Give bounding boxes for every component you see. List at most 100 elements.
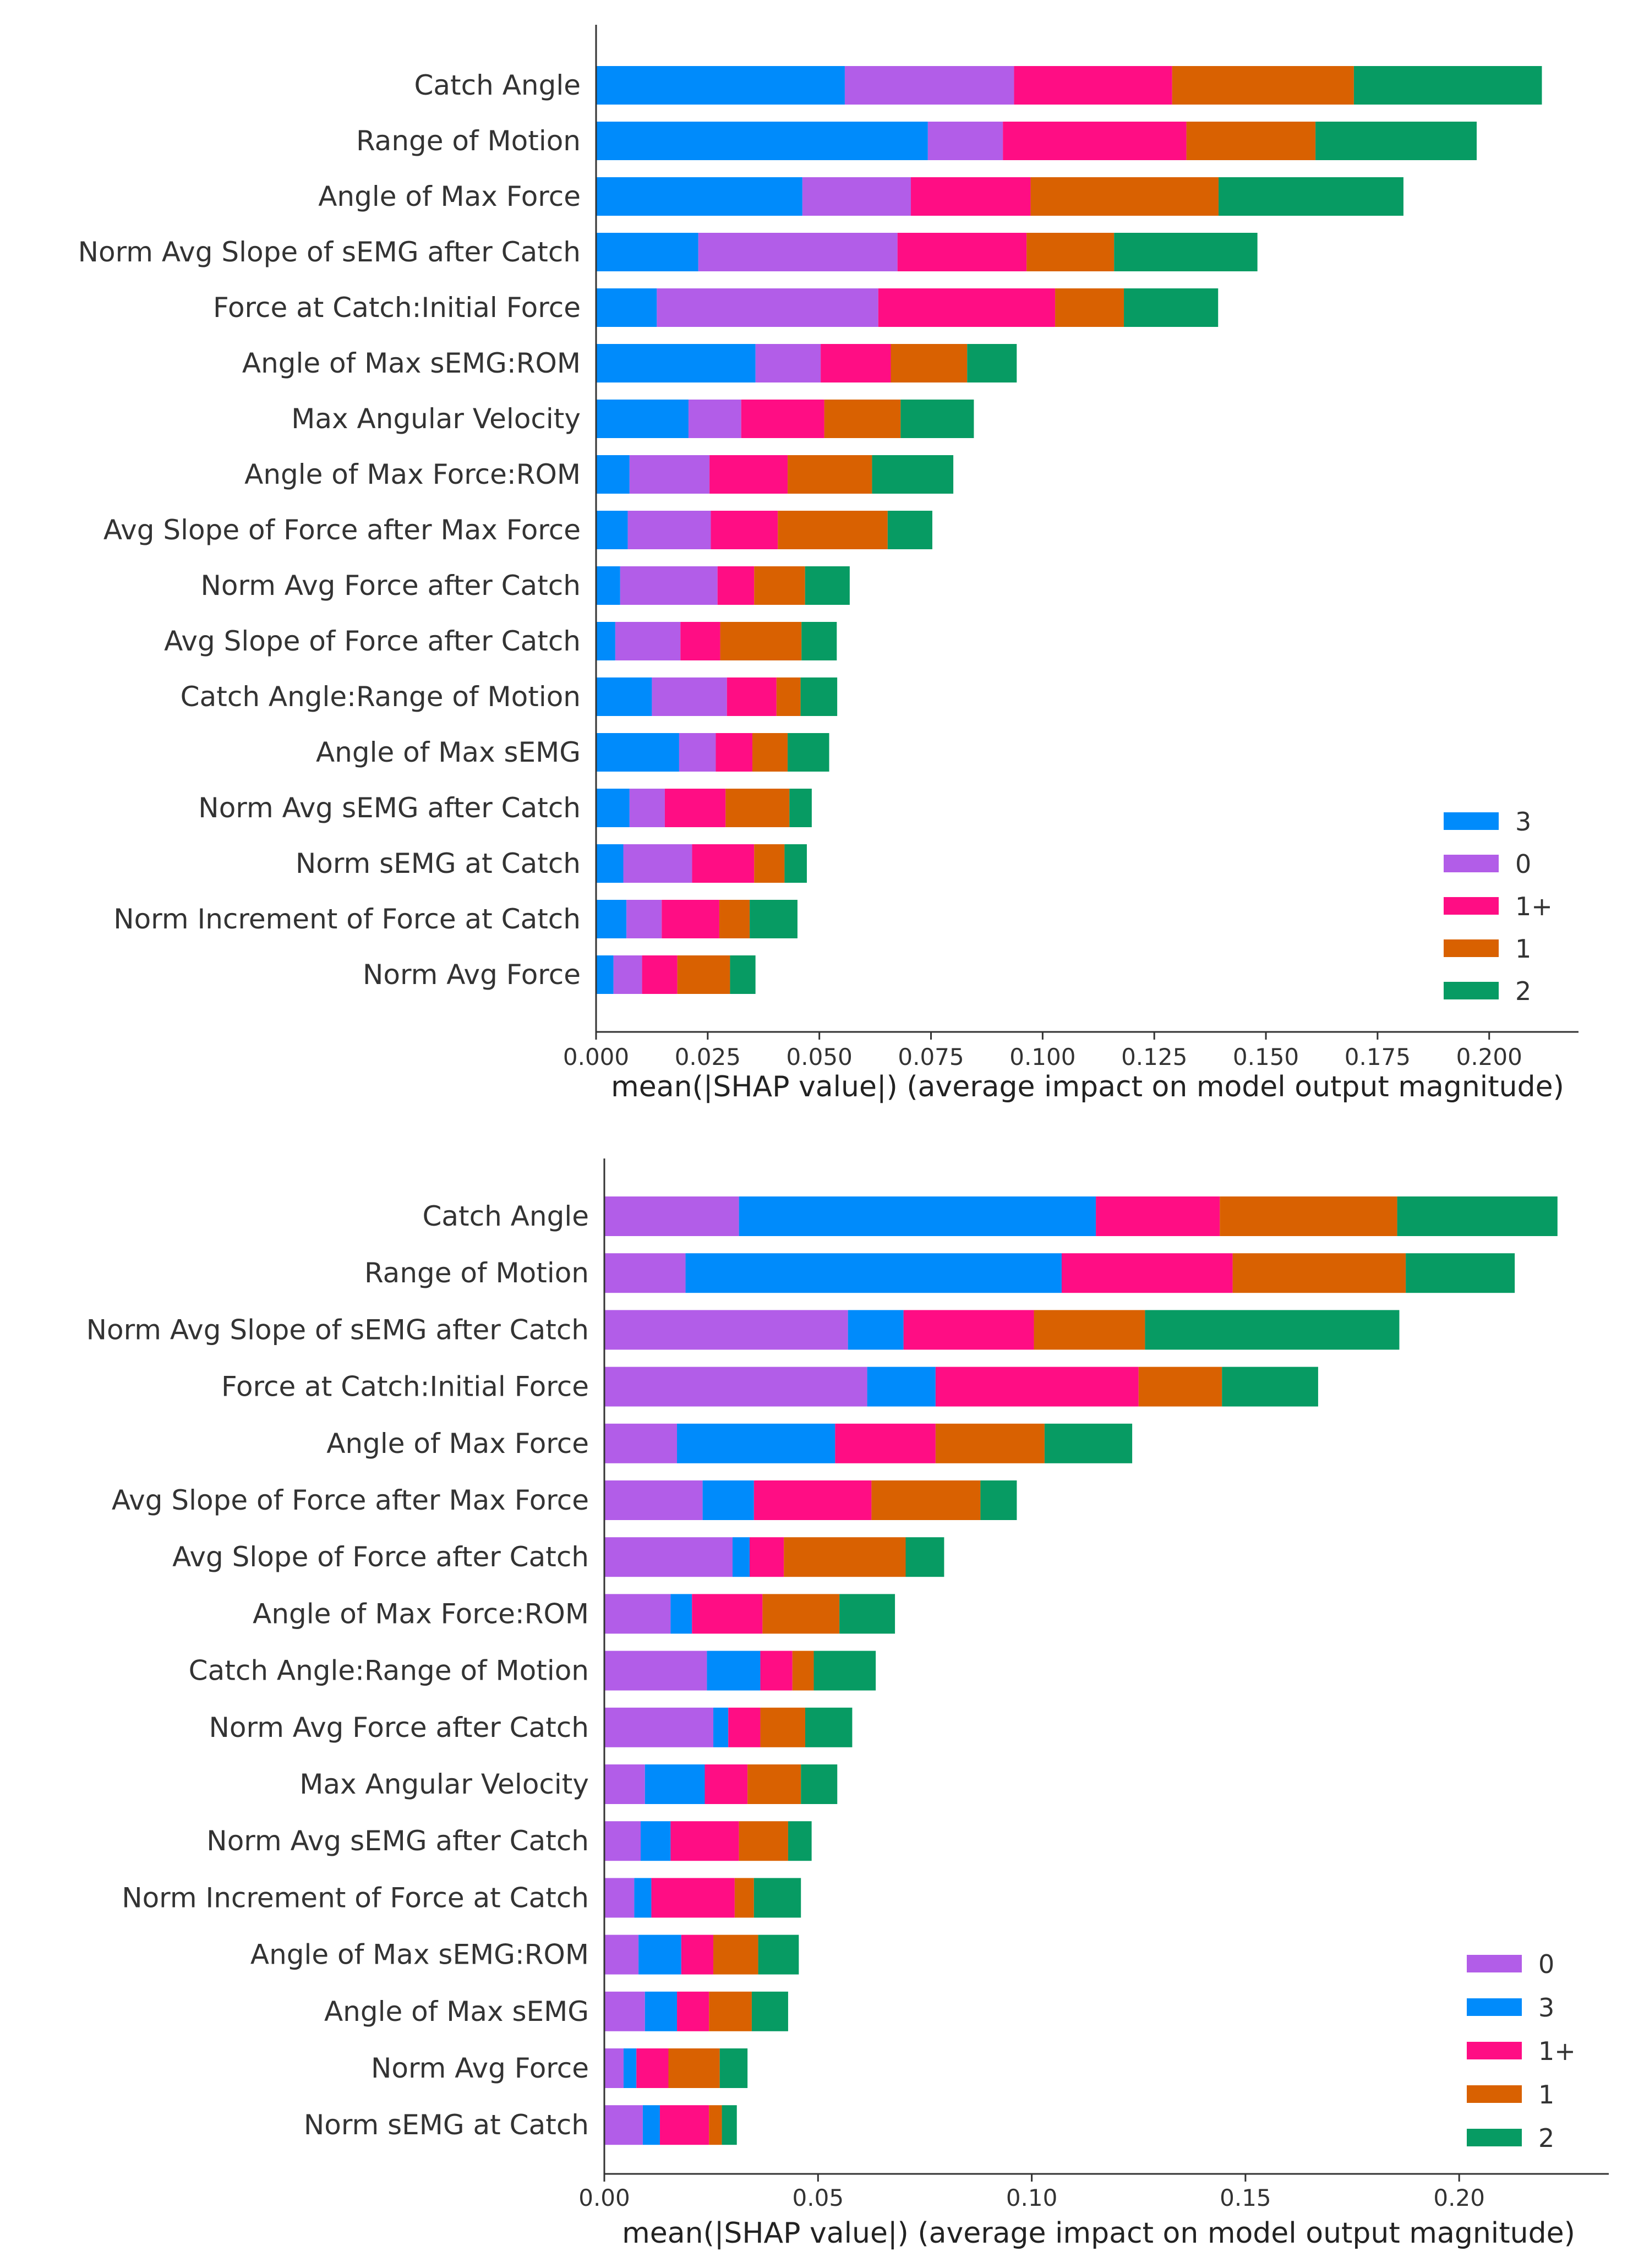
bar-segment-norm-avg-force-class-1 — [668, 2048, 720, 2088]
bar-segment-max-angular-velocity-class-2 — [801, 1764, 838, 1804]
feature-label-avg-slope-of-force-after-catch: Avg Slope of Force after Catch — [164, 625, 581, 657]
feature-label-angle-of-max-force: Angle of Max Force — [326, 1428, 589, 1460]
bar-segment-angle-of-max-force-rom-class-3 — [596, 455, 630, 494]
bar-segment-norm-avg-semg-after-catch-class-1 — [739, 1821, 788, 1861]
bar-segment-range-of-motion-class-2 — [1315, 122, 1477, 160]
bar-segment-catch-angle-class-1 — [1014, 66, 1172, 105]
chart-top-x-ticks: 0.000 0.025 0.050 0.075 0.100 0.125 0.150 0.175… — [563, 1032, 1522, 1070]
feature-label-angle-of-max-force-rom: Angle of Max Force:ROM — [253, 1598, 589, 1630]
bar-segment-catch-angle-class-2 — [1397, 1196, 1558, 1236]
bar-segment-catch-angle-range-of-motion-class-0 — [604, 1651, 707, 1691]
bar-segment-avg-slope-of-force-after-catch-class-1 — [720, 622, 802, 660]
bar-segment-max-angular-velocity-class-1 — [824, 400, 901, 438]
feature-label-angle-of-max-semg: Angle of Max sEMG — [316, 736, 581, 768]
bar-segment-norm-avg-force-after-catch-class-3 — [596, 566, 620, 605]
chart-top-legend: 3 0 1+ 1 2 — [1444, 807, 1553, 1006]
bar-segment-norm-avg-slope-of-semg-after-catch-class-1 — [1034, 1310, 1145, 1350]
bar-segment-avg-slope-of-force-after-catch-class-3 — [596, 622, 615, 660]
bar-segment-avg-slope-of-force-after-max-force-class-1 — [753, 1480, 872, 1520]
bar-segment-norm-avg-force-after-catch-class-0 — [604, 1707, 714, 1747]
chart-bottom-shap-importance: Catch Angle Range of Motion Norm Avg Slope… — [86, 1158, 1609, 2250]
bar-segment-avg-slope-of-force-after-max-force-class-2 — [980, 1480, 1017, 1520]
bar-segment-avg-slope-of-force-after-catch-class-1 — [784, 1537, 906, 1577]
bar-segment-avg-slope-of-force-after-catch-class-0 — [615, 622, 681, 660]
feature-label-norm-semg-at-catch: Norm sEMG at Catch — [304, 2109, 589, 2141]
bar-segment-norm-increment-of-force-at-catch-class-1 — [651, 1878, 735, 1918]
chart-top-feature-labels: Catch Angle Range of Motion Angle of Max F… — [78, 69, 581, 991]
bar-segment-force-at-catch-initial-force-class-1 — [935, 1367, 1139, 1407]
legend-swatch-class-1 — [1467, 2042, 1522, 2059]
bar-segment-avg-slope-of-force-after-catch-class-3 — [732, 1537, 750, 1577]
bar-segment-angle-of-max-semg-class-1 — [677, 1991, 709, 2031]
bar-segment-angle-of-max-semg-rom-class-1 — [891, 344, 968, 382]
bar-segment-avg-slope-of-force-after-catch-class-2 — [801, 622, 837, 660]
legend-label-class-1: 1+ — [1538, 2036, 1576, 2066]
bar-segment-angle-of-max-force-rom-class-1 — [709, 455, 788, 494]
bar-segment-angle-of-max-semg-rom-class-2 — [758, 1934, 799, 1975]
bar-segment-norm-avg-semg-after-catch-class-2 — [789, 789, 812, 827]
x-tick-label: 0.10 — [1006, 2184, 1058, 2211]
legend-swatch-class-1 — [1444, 939, 1499, 957]
bar-segment-norm-avg-slope-of-semg-after-catch-class-2 — [1145, 1310, 1400, 1350]
legend-swatch-class-0 — [1467, 1955, 1522, 1972]
bar-segment-catch-angle-range-of-motion-class-1 — [760, 1651, 793, 1691]
feature-label-angle-of-max-force-rom: Angle of Max Force:ROM — [244, 458, 581, 490]
bar-segment-norm-increment-of-force-at-catch-class-1 — [662, 900, 719, 938]
x-tick-label: 0.05 — [793, 2184, 844, 2211]
bar-segment-catch-angle-class-3 — [739, 1196, 1096, 1236]
bar-segment-angle-of-max-force-class-1 — [935, 1423, 1045, 1463]
bar-segment-norm-avg-semg-after-catch-class-2 — [788, 1821, 812, 1861]
bar-segment-angle-of-max-force-rom-class-2 — [872, 455, 954, 494]
bar-segment-angle-of-max-semg-class-2 — [751, 1991, 788, 2031]
feature-label-avg-slope-of-force-after-max-force: Avg Slope of Force after Max Force — [112, 1484, 589, 1516]
bar-segment-force-at-catch-initial-force-class-1 — [1055, 288, 1124, 327]
feature-label-norm-avg-force-after-catch: Norm Avg Force after Catch — [201, 570, 581, 602]
bar-segment-angle-of-max-force-class-3 — [677, 1423, 835, 1463]
bar-segment-angle-of-max-semg-class-3 — [645, 1991, 678, 2031]
bar-segment-range-of-motion-class-3 — [596, 122, 928, 160]
bar-segment-norm-increment-of-force-at-catch-class-0 — [604, 1878, 635, 1918]
bar-segment-catch-angle-range-of-motion-class-1 — [776, 677, 801, 716]
bar-segment-angle-of-max-semg-rom-class-3 — [596, 344, 756, 382]
feature-label-range-of-motion: Range of Motion — [364, 1257, 589, 1289]
bar-segment-range-of-motion-class-0 — [927, 122, 1003, 160]
bar-segment-norm-avg-force-after-catch-class-2 — [805, 1707, 853, 1747]
legend-label-class-3: 3 — [1515, 807, 1531, 837]
bar-segment-norm-avg-semg-after-catch-class-1 — [725, 789, 790, 827]
feature-label-norm-semg-at-catch: Norm sEMG at Catch — [296, 848, 581, 879]
legend-swatch-class-1 — [1444, 897, 1499, 915]
bar-segment-max-angular-velocity-class-3 — [645, 1764, 705, 1804]
bar-segment-catch-angle-class-1 — [1220, 1196, 1397, 1236]
bar-segment-norm-avg-force-class-3 — [596, 955, 614, 994]
bar-segment-norm-avg-force-after-catch-class-1 — [728, 1707, 761, 1747]
bar-segment-norm-increment-of-force-at-catch-class-2 — [750, 900, 798, 938]
bar-segment-angle-of-max-force-rom-class-3 — [670, 1594, 692, 1634]
bar-segment-catch-angle-range-of-motion-class-0 — [652, 677, 727, 716]
bar-segment-angle-of-max-force-class-1 — [911, 177, 1031, 216]
bar-segment-avg-slope-of-force-after-catch-class-2 — [905, 1537, 944, 1577]
x-tick-label: 0.025 — [675, 1043, 741, 1070]
bar-segment-avg-slope-of-force-after-max-force-class-0 — [604, 1480, 703, 1520]
feature-label-angle-of-max-semg-rom: Angle of Max sEMG:ROM — [242, 347, 581, 379]
bar-segment-norm-avg-slope-of-semg-after-catch-class-0 — [698, 233, 898, 271]
bar-segment-force-at-catch-initial-force-class-1 — [1138, 1367, 1222, 1407]
legend-swatch-class-3 — [1467, 1998, 1522, 2016]
bar-segment-angle-of-max-force-rom-class-1 — [788, 455, 872, 494]
legend-label-class-0: 0 — [1515, 849, 1531, 879]
bar-segment-norm-avg-force-after-catch-class-2 — [805, 566, 850, 605]
legend-label-class-0: 0 — [1538, 1949, 1554, 1979]
x-tick-label: 0.00 — [578, 2184, 630, 2211]
bar-segment-angle-of-max-force-class-3 — [596, 177, 802, 216]
bar-segment-catch-angle-range-of-motion-class-2 — [813, 1651, 876, 1691]
bar-segment-norm-avg-slope-of-semg-after-catch-class-0 — [604, 1310, 848, 1350]
bar-segment-angle-of-max-semg-class-3 — [596, 733, 679, 772]
bar-segment-avg-slope-of-force-after-catch-class-1 — [680, 622, 720, 660]
bar-segment-max-angular-velocity-class-0 — [604, 1764, 645, 1804]
bar-segment-avg-slope-of-force-after-catch-class-1 — [750, 1537, 784, 1577]
bar-segment-norm-avg-force-class-2 — [719, 2048, 748, 2088]
bar-segment-catch-angle-range-of-motion-class-3 — [707, 1651, 761, 1691]
bar-segment-catch-angle-range-of-motion-class-1 — [727, 677, 777, 716]
x-tick-label: 0.200 — [1456, 1043, 1522, 1070]
bar-segment-norm-increment-of-force-at-catch-class-0 — [626, 900, 662, 938]
feature-label-catch-angle: Catch Angle — [422, 1200, 589, 1232]
